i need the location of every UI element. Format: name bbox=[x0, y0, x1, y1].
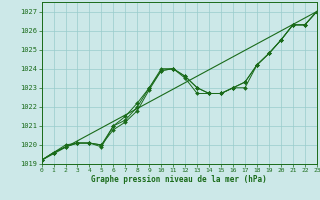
X-axis label: Graphe pression niveau de la mer (hPa): Graphe pression niveau de la mer (hPa) bbox=[91, 175, 267, 184]
